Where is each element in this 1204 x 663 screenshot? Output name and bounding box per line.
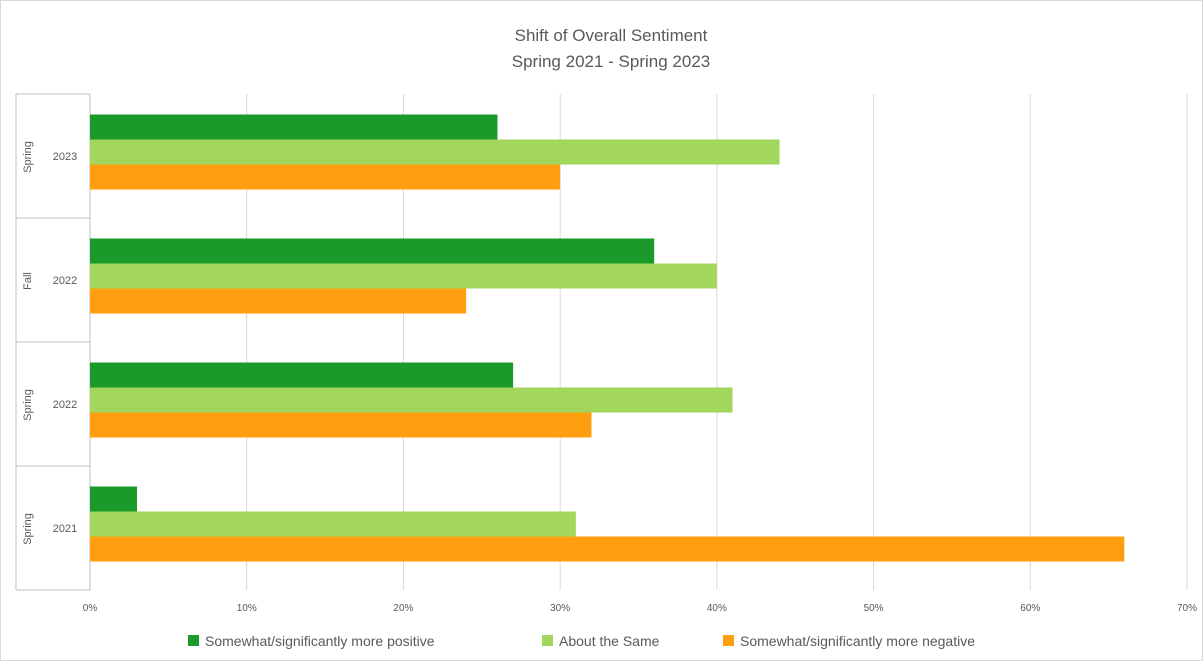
bar xyxy=(90,387,733,413)
bar xyxy=(90,114,498,140)
legend-swatch xyxy=(188,635,199,646)
x-tick-label: 40% xyxy=(707,603,727,614)
bar xyxy=(90,511,576,537)
bar xyxy=(90,288,467,314)
category-inner-label: 2022 xyxy=(53,275,77,287)
legend-label: Somewhat/significantly more negative xyxy=(740,633,975,649)
x-tick-label: 30% xyxy=(550,603,570,614)
bar xyxy=(90,238,655,264)
legend-swatch xyxy=(723,635,734,646)
category-outer-label: Spring xyxy=(22,389,34,421)
x-tick-label: 20% xyxy=(393,603,413,614)
chart-subtitle: Spring 2021 - Spring 2023 xyxy=(512,52,710,71)
legend-label: Somewhat/significantly more positive xyxy=(205,633,435,649)
category-inner-label: 2022 xyxy=(53,399,77,411)
category-inner-label: 2021 xyxy=(53,523,77,535)
bar xyxy=(90,536,1125,562)
legend-swatch xyxy=(542,635,553,646)
legend: Somewhat/significantly more positive Abou… xyxy=(188,633,975,649)
bar xyxy=(90,263,717,289)
category-axis: 2023 Spring 2022 Fall 2022 Spring 2021 Spring xyxy=(15,93,90,591)
bar xyxy=(90,486,138,512)
x-tick-label: 0% xyxy=(83,603,98,614)
bar xyxy=(90,164,561,190)
category-outer-label: Spring xyxy=(22,141,34,173)
chart-title: Shift of Overall Sentiment xyxy=(515,26,708,45)
category-outer-label: Spring xyxy=(22,513,34,545)
x-tick-label: 70% xyxy=(1177,603,1197,614)
bar xyxy=(90,412,592,438)
bar xyxy=(90,139,780,165)
legend-label: About the Same xyxy=(559,633,660,649)
x-tick-label: 60% xyxy=(1020,603,1040,614)
x-tick-label: 10% xyxy=(237,603,257,614)
bar xyxy=(90,362,514,388)
category-outer-label: Fall xyxy=(22,272,34,290)
x-tick-label: 50% xyxy=(864,603,884,614)
category-inner-label: 2023 xyxy=(53,151,77,163)
x-axis-ticks: 0% 10% 20% 30% 40% 50% 60% 70% xyxy=(83,603,1197,614)
bars xyxy=(90,114,1125,562)
